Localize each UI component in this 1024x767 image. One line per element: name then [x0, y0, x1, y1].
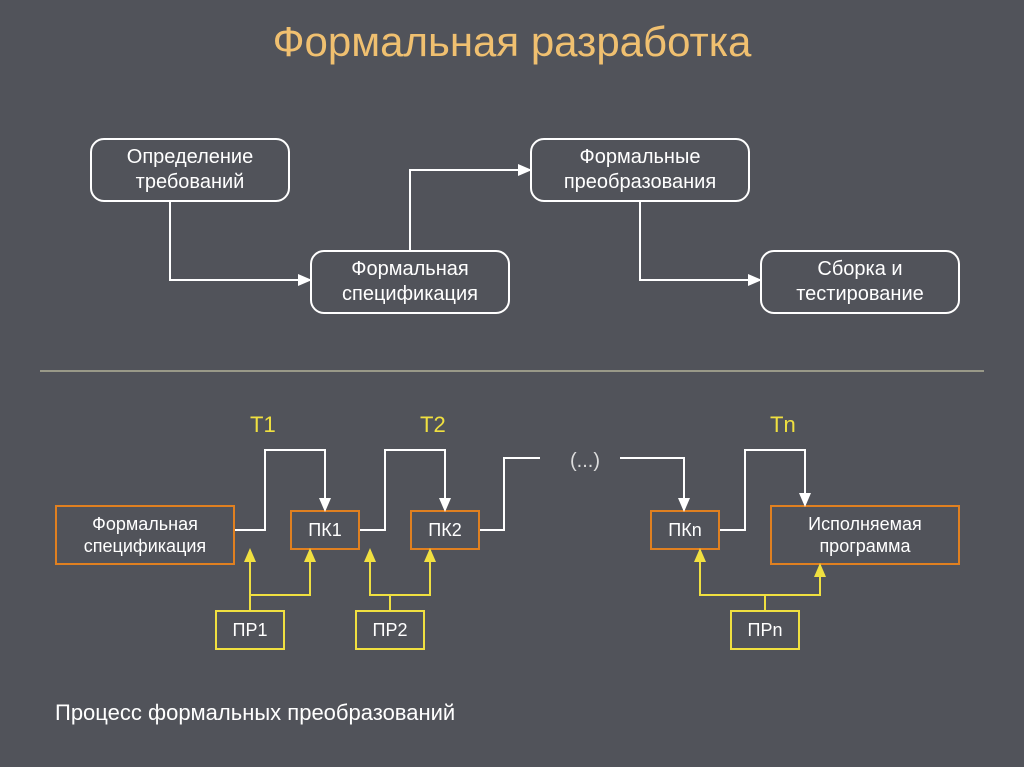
label-t2: T2: [420, 412, 446, 438]
node-pk2: ПК2: [410, 510, 480, 550]
node-build-test: Сборка и тестирование: [760, 250, 960, 314]
node-pr2: ПР2: [355, 610, 425, 650]
node-spec-bottom: Формальная спецификация: [55, 505, 235, 565]
connectors-svg: [0, 0, 1024, 767]
label-t1: T1: [250, 412, 276, 438]
node-pr1: ПР1: [215, 610, 285, 650]
node-formal-spec: Формальная спецификация: [310, 250, 510, 314]
node-pkn: ПКn: [650, 510, 720, 550]
node-executable: Исполняемая программа: [770, 505, 960, 565]
node-pk1: ПК1: [290, 510, 360, 550]
node-formal-transform: Формальные преобразования: [530, 138, 750, 202]
label-ellipsis: (...): [570, 450, 600, 473]
caption: Процесс формальных преобразований: [55, 700, 455, 726]
slide-title: Формальная разработка: [0, 0, 1024, 66]
label-tn: Tn: [770, 412, 796, 438]
section-divider: [40, 370, 984, 372]
node-requirements: Определение требований: [90, 138, 290, 202]
node-prn: ПРn: [730, 610, 800, 650]
